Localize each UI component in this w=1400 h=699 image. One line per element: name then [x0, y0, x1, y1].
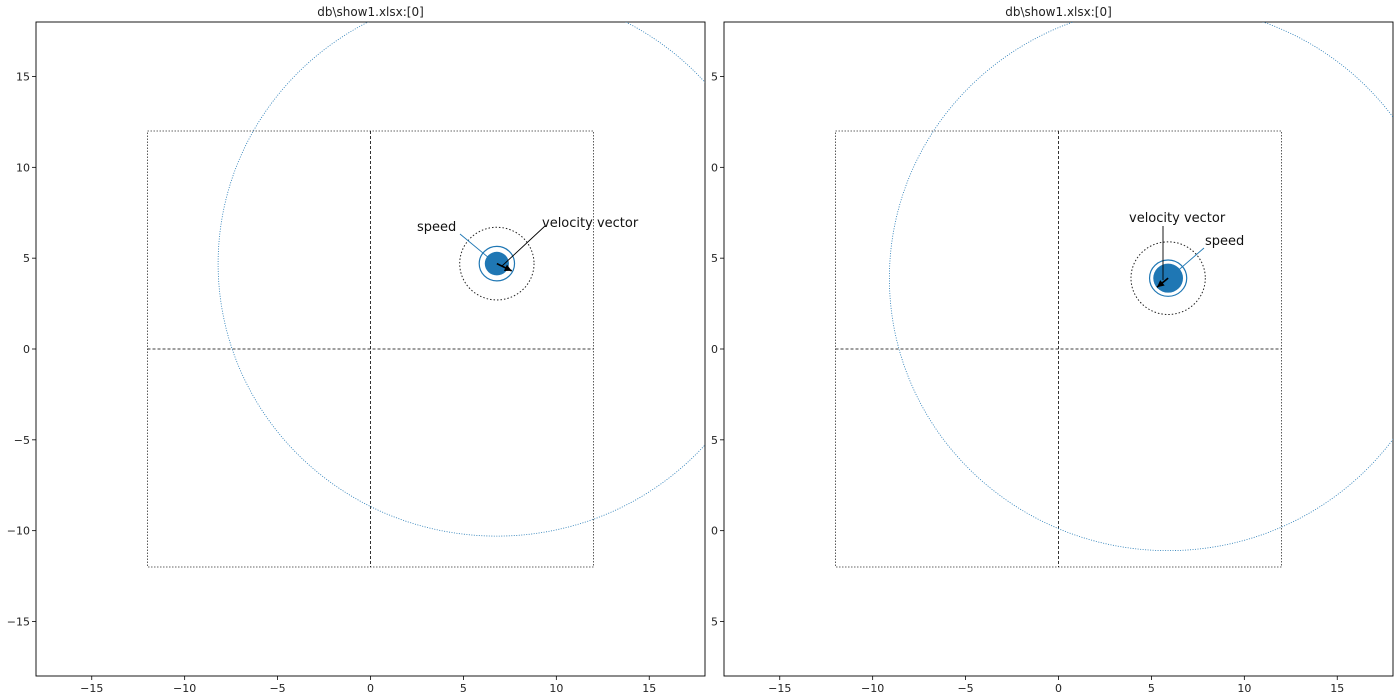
velocity-arrowhead — [1156, 280, 1165, 288]
speed-ring — [478, 245, 516, 282]
y-tick-label: −10 — [7, 525, 30, 538]
halo-circle — [1130, 241, 1206, 315]
chart-panel-1: db\show1.xlsx:[0] −15 −10 −5 0 5 10 15 −15 −10 −5 0… — [7, 5, 706, 695]
x-tick-label: 15 — [642, 682, 656, 695]
halo-circle — [459, 226, 535, 301]
x-tick-label: 10 — [549, 682, 563, 695]
speed-leader-line — [1173, 247, 1205, 275]
velocity-arrowhead — [503, 264, 512, 271]
y-tick-label: 0 — [23, 343, 30, 356]
speed-annotation: speed — [1205, 234, 1244, 249]
range-circle — [217, 22, 705, 537]
y-tick-label: 5 — [711, 252, 718, 265]
x-tick-label: −10 — [173, 682, 196, 695]
chart-title: db\show1.xlsx:[0] — [317, 5, 424, 19]
chart-panel-2: db\show1.xlsx:[0] −15 −10 −5 0 5 10 15 5 0 5 0 5 0 5 sp… — [711, 5, 1394, 695]
y-tick-label: 5 — [711, 434, 718, 447]
x-tick-label: −5 — [957, 682, 973, 695]
x-tick-label: 0 — [1055, 682, 1062, 695]
plot-area — [147, 22, 705, 568]
x-tick-label: −5 — [269, 682, 285, 695]
y-tick-label: 5 — [711, 616, 718, 629]
chart-title: db\show1.xlsx:[0] — [1005, 5, 1112, 19]
speed-ring — [1148, 259, 1188, 297]
x-tick-label: 10 — [1237, 682, 1251, 695]
speed-leader-line — [459, 233, 490, 259]
x-tick-label: −15 — [768, 682, 791, 695]
x-tick-label: 0 — [367, 682, 374, 695]
velocity-annotation: velocity vector — [1129, 211, 1226, 226]
y-tick-label: 0 — [711, 161, 718, 174]
y-tick-label: 5 — [23, 252, 30, 265]
y-tick-label: 0 — [711, 525, 718, 538]
x-tick-label: 15 — [1330, 682, 1344, 695]
y-tick-label: 10 — [16, 161, 30, 174]
velocity-leader-line — [501, 225, 546, 267]
y-tick-label: 0 — [711, 343, 718, 356]
y-tick-label: −15 — [7, 616, 30, 629]
x-tick-label: 5 — [1148, 682, 1155, 695]
y-tick-label: −5 — [14, 434, 30, 447]
velocity-annotation: velocity vector — [542, 216, 639, 231]
speed-annotation: speed — [417, 220, 456, 235]
y-tick-label: 5 — [711, 71, 718, 84]
x-tick-label: −15 — [80, 682, 103, 695]
x-tick-label: 5 — [460, 682, 467, 695]
x-tick-label: −10 — [861, 682, 884, 695]
plot-area — [835, 22, 1393, 568]
range-circle — [889, 22, 1393, 551]
y-tick-label: 15 — [16, 71, 30, 84]
